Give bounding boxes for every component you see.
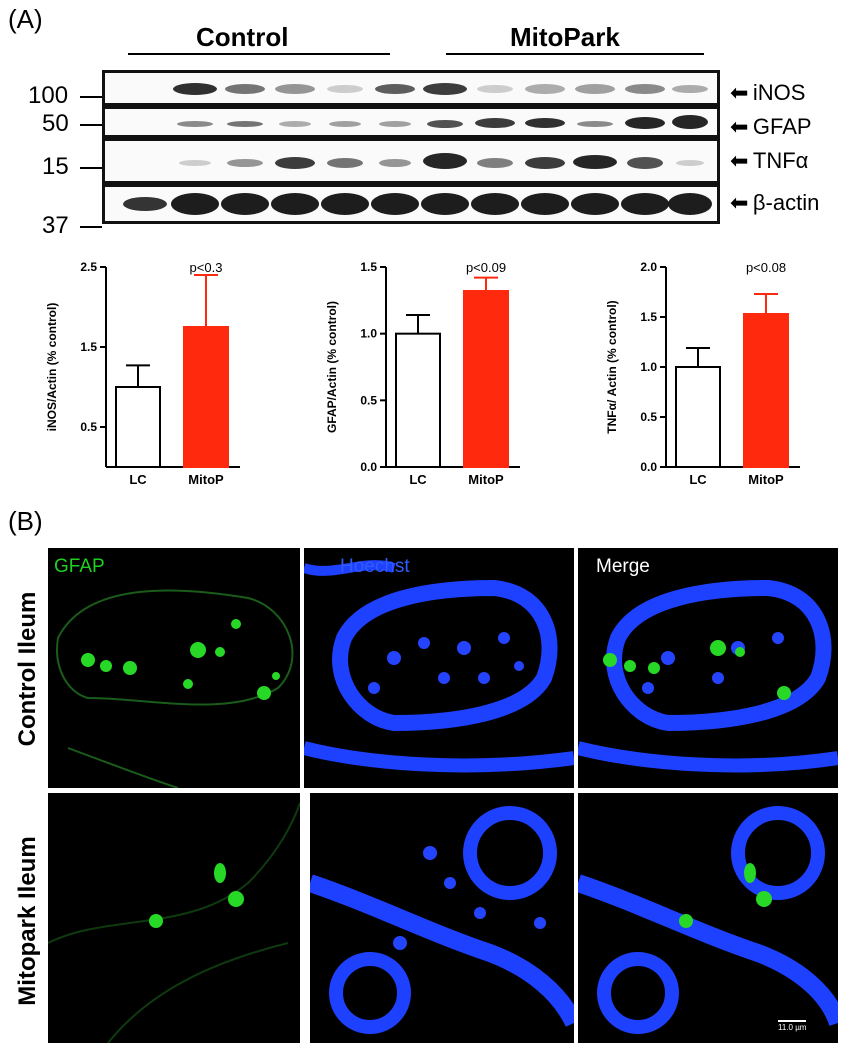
- row-label-control-ileum: Control Ileum: [14, 591, 41, 747]
- x-category-label: LC: [129, 472, 147, 487]
- protein-label-beta-actin: β-actin: [752, 190, 820, 215]
- stain-label-hoechst: Hoechst: [340, 556, 410, 577]
- mw-tick-37: [80, 226, 102, 228]
- micrograph-mitopark-hoechst: [310, 793, 574, 1043]
- y-tick-label: 0.5: [360, 393, 377, 407]
- micrograph-control-gfap: GFAP: [48, 548, 300, 788]
- protein-row-gfap: ⬅ GFAP: [730, 114, 812, 140]
- bar-lc: [675, 366, 721, 468]
- panel-a-label: (A): [8, 4, 43, 34]
- protein-label-tnfa: TNFα: [752, 148, 809, 173]
- mw-tick-50: [80, 124, 102, 126]
- mw-marker-100: 100: [28, 82, 69, 109]
- micrograph-control-merge: Merge: [578, 548, 838, 788]
- bar-lc: [115, 386, 161, 468]
- blot-beta-actin: [102, 184, 720, 224]
- mw-marker-15: 15: [42, 153, 69, 180]
- stain-label-merge: Merge: [596, 556, 650, 577]
- bar-chart-tnfa: TNFα/ Actin (% control) 0.0 0.5 1.0 1.5 2.0 LC…: [605, 260, 800, 487]
- micrograph-mitopark-gfap: [48, 793, 300, 1043]
- mw-marker-37: 37: [42, 212, 69, 239]
- mw-tick-100: [80, 96, 102, 98]
- bar-mitop: [183, 326, 229, 468]
- y-axis-label: GFAP/Actin (% control): [325, 301, 339, 433]
- y-axis-label: iNOS/Actin (% control): [45, 303, 59, 432]
- x-category-label: LC: [409, 472, 427, 487]
- p-value-annotation: p<0.3: [190, 260, 223, 275]
- y-tick-label: 0.0: [640, 460, 657, 474]
- protein-row-inos: ⬅ iNOS: [730, 80, 805, 106]
- y-tick-label: 1.5: [360, 260, 377, 274]
- micrograph-mitopark-merge: 11.0 µm: [578, 793, 838, 1043]
- bar-lc: [395, 332, 441, 468]
- x-category-label: MitoP: [188, 472, 224, 487]
- stain-label-gfap: GFAP: [54, 556, 105, 577]
- blot-gfap: [102, 106, 720, 138]
- mitopark-underline: [446, 53, 704, 55]
- y-tick-label: 2.0: [640, 260, 657, 274]
- control-underline: [128, 53, 390, 55]
- x-category-label: MitoP: [468, 472, 504, 487]
- x-category-label: MitoP: [748, 472, 784, 487]
- protein-row-tnfa: ⬅ TNFα: [730, 148, 808, 174]
- y-tick-label: 1.5: [640, 310, 657, 324]
- micrograph-control-hoechst: Hoechst: [304, 548, 574, 788]
- bar-mitop: [743, 313, 789, 468]
- protein-label-inos: iNOS: [752, 80, 806, 105]
- blot-inos: [102, 70, 720, 106]
- y-tick-label: 1.0: [360, 327, 377, 341]
- y-tick-label: 0.5: [80, 420, 97, 434]
- y-tick-label: 2.5: [80, 260, 97, 274]
- row-label-mitopark-ileum: Mitopark Ileum: [14, 836, 41, 1006]
- arrow-left-icon: ⬅: [730, 114, 749, 139]
- mw-tick-15: [80, 167, 102, 169]
- arrow-left-icon: ⬅: [730, 80, 749, 105]
- p-value-annotation: p<0.08: [746, 260, 786, 275]
- y-tick-label: 0.0: [360, 460, 377, 474]
- y-tick-label: 1.5: [80, 340, 97, 354]
- y-tick-label: 1.0: [640, 360, 657, 374]
- blot-tnfa: [102, 138, 720, 184]
- bar-chart-gfap: GFAP/Actin (% control) 0.0 0.5 1.0 1.5 LC Mito…: [325, 260, 520, 487]
- mw-marker-50: 50: [42, 110, 69, 137]
- y-tick-label: 0.5: [640, 410, 657, 424]
- x-category-label: LC: [689, 472, 707, 487]
- group-label-mitopark: MitoPark: [510, 22, 620, 52]
- p-value-annotation: p<0.09: [466, 260, 506, 275]
- group-label-control: Control: [196, 22, 289, 52]
- bar-chart-inos: iNOS/Actin (% control) 0.5 1.5 2.5 LC MitoP p<…: [45, 260, 240, 487]
- panel-b-label: (B): [8, 506, 43, 536]
- arrow-left-icon: ⬅: [730, 190, 749, 215]
- bar-mitop: [463, 290, 509, 468]
- protein-label-gfap: GFAP: [752, 114, 812, 139]
- y-axis-label: TNFα/ Actin (% control): [605, 300, 619, 433]
- arrow-left-icon: ⬅: [730, 148, 749, 173]
- protein-row-beta-actin: ⬅ β-actin: [730, 190, 819, 216]
- scale-bar-label: 11.0 µm: [778, 1023, 807, 1032]
